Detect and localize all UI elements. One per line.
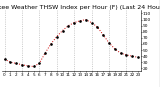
Text: Milwaukee Weather THSW Index per Hour (F) (Last 24 Hours): Milwaukee Weather THSW Index per Hour (F… <box>0 5 160 10</box>
